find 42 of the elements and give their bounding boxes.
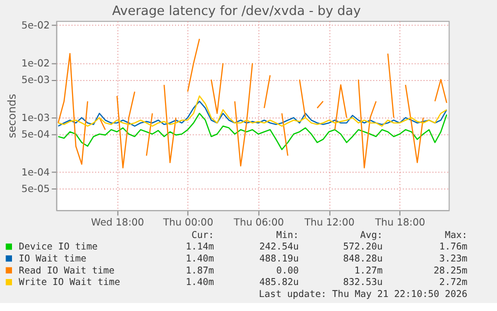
y-tick-label: 5e-04 (21, 130, 50, 141)
text: 572.20u (343, 242, 383, 253)
text: 1.87m (186, 265, 214, 276)
text: 832.53u (343, 277, 383, 288)
text: 242.54u (259, 242, 299, 253)
legend-label: Device IO time (18, 242, 98, 253)
y-axis-title: seconds (5, 94, 18, 138)
text: 2.72m (439, 277, 468, 288)
y-tick-label: 5e-05 (21, 184, 50, 195)
line-series (58, 95, 448, 127)
legend-label: Read IO Wait time (18, 265, 115, 276)
text: Last update: Thu May 21 22:10:50 2026 (258, 288, 468, 300)
x-tick-label: Wed 18:00 (91, 217, 144, 228)
x-tick-label: Thu 18:00 (374, 217, 426, 228)
text: Max: (444, 230, 468, 241)
legend-label: IO Wait time (18, 253, 87, 264)
text: 1.27m (354, 265, 383, 276)
text: Cur: (191, 230, 214, 241)
y-tick-label: 5e-03 (21, 75, 50, 86)
x-tick-label: Thu 06:00 (232, 217, 284, 228)
text: 1.40m (186, 253, 214, 264)
text: 0.00 (276, 265, 300, 276)
text: 1.76m (439, 242, 468, 253)
x-tick-label: Thu 00:00 (162, 217, 214, 228)
x-tick-label: Thu 12:00 (303, 217, 355, 228)
text: Min: (276, 230, 299, 241)
text: 28.25m (434, 265, 468, 276)
text: 488.19u (259, 253, 299, 264)
legend-label: Write IO Wait time (18, 277, 121, 288)
y-tick-label: 5e-02 (21, 20, 50, 32)
text: 485.82u (259, 277, 299, 288)
text: 1.14m (186, 242, 214, 253)
y-tick-label: 1e-04 (21, 168, 50, 179)
y-tick-label: 1e-03 (21, 113, 50, 124)
line-series (58, 100, 448, 127)
text: 1.40m (186, 277, 214, 288)
text: 848.28u (343, 253, 383, 264)
line-series (58, 112, 448, 150)
y-tick-label: 1e-02 (21, 58, 50, 70)
chart-title: Average latency for /dev/xvda - by day (112, 4, 362, 19)
text: Avg: (360, 230, 383, 241)
text: 3.23m (439, 253, 468, 264)
